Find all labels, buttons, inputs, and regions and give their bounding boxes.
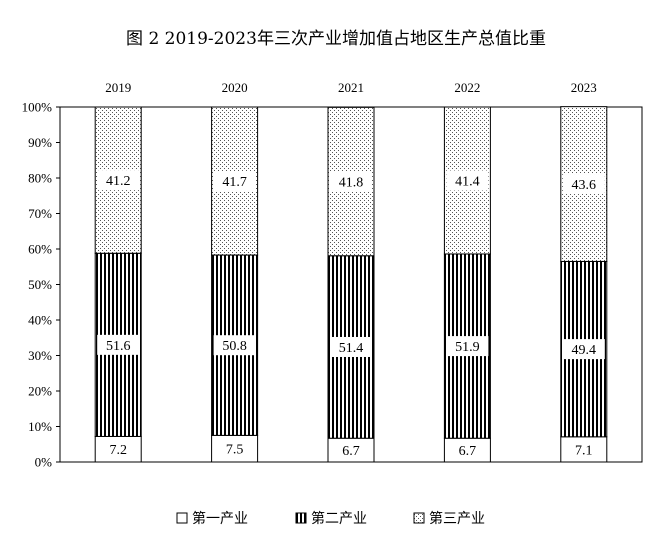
data-label-bg (330, 336, 372, 357)
y-tick-label: 20% (28, 384, 52, 399)
legend-swatch (295, 512, 307, 524)
data-label: 7.5 (226, 443, 244, 458)
category-axis: 2019 2020 2021 2022 2023 (105, 80, 597, 95)
data-label-bg (446, 440, 489, 461)
y-tick-label: 10% (28, 419, 52, 434)
data-label-bg (97, 170, 140, 191)
y-tick-label: 50% (28, 277, 52, 292)
y-tick-label: 60% (28, 242, 52, 257)
data-label-bg (446, 170, 489, 191)
category-label: 2022 (454, 80, 480, 95)
legend-label: 第一产业 (192, 510, 248, 527)
legend-label: 第二产业 (311, 510, 367, 527)
data-label: 49.4 (572, 343, 597, 358)
data-label-bg (330, 171, 372, 192)
category-label: 2021 (338, 80, 364, 95)
category-label: 2020 (222, 80, 248, 95)
y-tick-label: 40% (28, 313, 52, 328)
chart-title: 图 2 2019-2023年三次产业增加值占地区生产总值比重 (126, 29, 546, 49)
data-label-bg (97, 334, 140, 355)
data-label-bg (97, 439, 140, 460)
data-label-bg (213, 171, 256, 192)
legend-label: 第三产业 (429, 510, 485, 527)
bars-group: 7.2 51.6 41.2 7.5 50.8 41.7 6.7 51.4 41.8 6.7 51.9… (94, 106, 608, 463)
data-label: 41.4 (455, 174, 480, 189)
data-label-bg (562, 339, 605, 360)
legend-swatch (413, 512, 425, 524)
data-label: 7.1 (575, 443, 593, 458)
data-label: 51.6 (106, 339, 131, 354)
category-label: 2019 (105, 80, 131, 95)
y-tick-label: 90% (28, 135, 52, 150)
data-label-bg (562, 174, 605, 195)
data-label: 41.8 (339, 176, 364, 191)
data-label: 51.4 (339, 341, 364, 356)
data-label-bg (213, 438, 256, 459)
data-label-bg (213, 335, 256, 356)
y-tick-label: 0% (35, 455, 53, 470)
data-label: 41.7 (222, 175, 247, 190)
data-label: 50.8 (222, 339, 247, 354)
legend: 第一产业 第二产业 第三产业 (176, 510, 485, 527)
y-tick-label: 80% (28, 171, 52, 186)
data-label: 6.7 (459, 444, 477, 459)
data-label: 7.2 (109, 443, 127, 458)
y-tick-label: 70% (28, 206, 52, 221)
data-label: 43.6 (572, 178, 597, 193)
y-axis: 0% 10% 20% 30% 40% 50% 60% 70% 80% 90% 100% (22, 100, 60, 470)
data-label-bg (446, 336, 489, 357)
data-label-bg (562, 439, 605, 460)
data-label: 41.2 (106, 174, 131, 189)
category-label: 2023 (571, 80, 597, 95)
legend-swatch (176, 512, 188, 524)
data-label-bg (330, 440, 372, 461)
data-label: 6.7 (342, 444, 360, 459)
y-tick-label: 30% (28, 348, 52, 363)
y-tick-label: 100% (22, 100, 53, 115)
data-label: 51.9 (455, 340, 480, 355)
